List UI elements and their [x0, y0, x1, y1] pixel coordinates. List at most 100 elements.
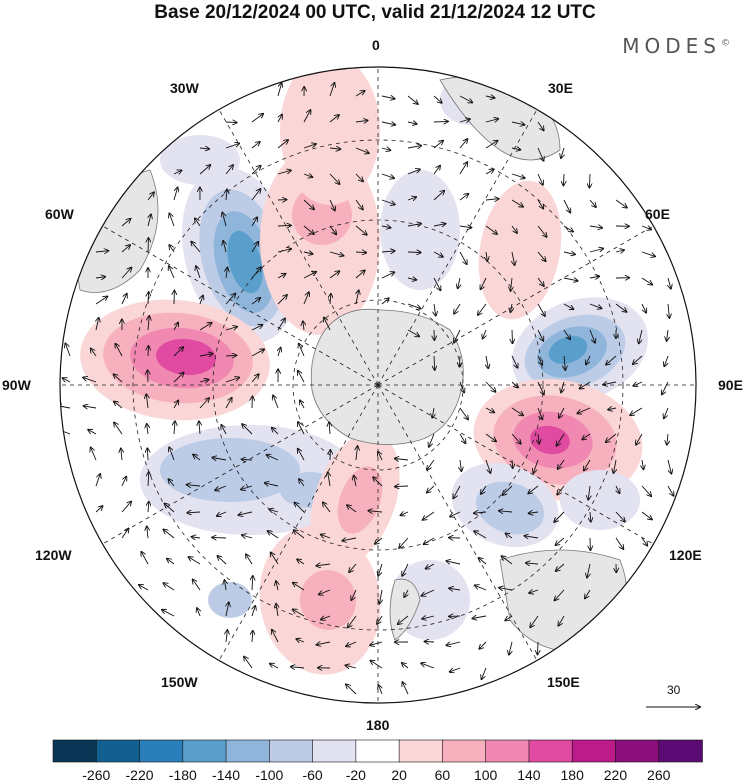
colorbar-swatch	[95, 739, 141, 763]
wind-vector	[163, 583, 175, 591]
wind-vector	[636, 433, 643, 445]
wind-vector	[148, 214, 151, 227]
wind-vector	[225, 398, 232, 409]
wind-vector	[329, 173, 340, 184]
wind-vector	[459, 407, 468, 419]
wind-vector	[556, 563, 565, 571]
wind-vector	[407, 278, 416, 280]
wind-vector	[95, 277, 105, 278]
wind-vector	[459, 194, 468, 201]
wind-vector	[226, 189, 227, 201]
wind-vector	[378, 563, 383, 576]
wind-vector	[370, 661, 383, 669]
wind-vector	[479, 641, 487, 649]
anomaly-contour	[337, 466, 383, 534]
wind-vector	[193, 579, 201, 591]
wind-vector	[407, 122, 417, 124]
wind-vector	[303, 292, 309, 305]
wind-vector	[537, 303, 545, 316]
colorbar-tick-label: 220	[603, 767, 628, 783]
wind-vector	[511, 122, 525, 125]
wind-vector	[582, 433, 591, 440]
wind-vector	[407, 329, 419, 336]
lon-label-90w: 90W	[2, 377, 31, 393]
wind-vector	[319, 589, 331, 595]
wind-vector	[169, 447, 175, 461]
wind-vector	[459, 119, 470, 122]
wind-vector	[298, 449, 305, 461]
antarctica	[310, 308, 464, 445]
colorbar-swatch	[398, 739, 444, 763]
wind-vector	[381, 173, 394, 178]
wind-vector	[295, 503, 305, 513]
wind-vector	[225, 143, 239, 149]
wind-vector	[316, 564, 331, 566]
wind-vector	[407, 95, 418, 104]
wind-vector	[277, 140, 288, 149]
wind-vector	[512, 251, 515, 265]
wind-vector	[381, 96, 395, 99]
colorbar	[52, 739, 703, 763]
wind-vector	[241, 486, 253, 490]
wind-vector	[147, 448, 148, 461]
wind-vector	[641, 537, 647, 546]
wind-vector	[485, 96, 495, 98]
wind-vector	[121, 245, 130, 253]
wind-vector	[346, 684, 357, 695]
wind-vector	[668, 277, 671, 289]
lon-label-60w: 60W	[45, 206, 74, 222]
wind-vector	[512, 329, 513, 343]
wind-vector	[584, 459, 591, 471]
colorbar-swatch	[355, 739, 400, 763]
wind-vector	[199, 380, 209, 382]
wind-vector	[148, 292, 149, 305]
wind-vector	[303, 199, 314, 209]
wind-vector	[121, 502, 131, 513]
wind-vector	[165, 504, 175, 513]
wind-vector	[267, 455, 279, 461]
wind-vector	[329, 271, 339, 279]
wind-vector	[453, 485, 461, 498]
colorbar-tick-label: 60	[434, 767, 451, 783]
wind-vector	[478, 303, 487, 315]
wind-vector	[459, 139, 467, 149]
wind-vector	[399, 537, 409, 548]
wind-vector	[667, 485, 674, 496]
wind-vector	[530, 615, 539, 627]
meridian-line	[92, 219, 379, 386]
colorbar-tick-label: -60	[302, 767, 323, 783]
wind-vector	[355, 91, 365, 97]
wind-vector	[226, 602, 229, 617]
wind-vector	[251, 217, 257, 227]
colorbar-swatch	[225, 739, 271, 763]
wind-vector	[633, 355, 643, 364]
wind-vector	[485, 381, 496, 392]
meridian-line	[377, 384, 664, 551]
wind-vector	[589, 226, 602, 228]
wind-vector	[485, 169, 494, 175]
wind-vector	[630, 407, 643, 415]
wind-vector	[664, 355, 669, 366]
wind-vector	[356, 290, 359, 305]
wind-vector	[270, 664, 279, 669]
wind-vector	[528, 485, 539, 494]
wind-vector	[226, 268, 227, 279]
wind-vector	[511, 407, 523, 415]
wind-vector	[246, 554, 253, 565]
colorbar-tick-label: 260	[647, 767, 671, 783]
colorbar-swatch	[485, 739, 530, 763]
wind-vector	[251, 374, 259, 383]
wind-vector	[226, 630, 227, 643]
lon-label-30e: 30E	[548, 80, 573, 96]
wind-vector	[212, 537, 227, 538]
wind-vector	[303, 144, 316, 149]
wind-vector	[483, 329, 486, 339]
anomaly-field	[80, 67, 648, 675]
wind-vector	[148, 502, 149, 513]
wind-vector	[434, 355, 435, 370]
wind-vector	[454, 329, 461, 343]
wind-vector	[346, 641, 357, 646]
wind-vector	[244, 657, 253, 669]
wind-vector	[298, 371, 305, 383]
